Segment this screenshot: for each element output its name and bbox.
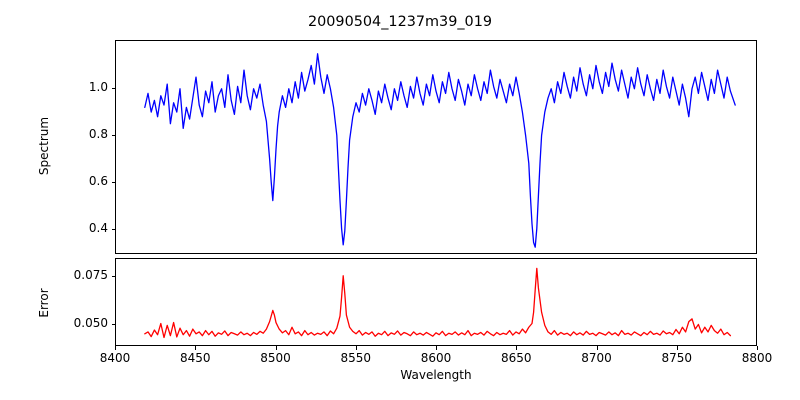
error-y-tick-mark [111,276,115,278]
error-line-series [116,259,756,345]
x-tick-label: 8800 [741,351,773,365]
spectrum-y-tick-label: 1.0 [88,80,108,95]
spectrum-y-tick-mark [111,182,115,184]
x-tick-label: 8400 [99,351,131,365]
x-tick-label: 8600 [420,351,452,365]
figure-title: 20090504_1237m39_019 [307,14,493,30]
x-tick-mark [275,346,277,350]
spectrum-y-tick-label: 0.4 [88,221,108,236]
x-tick-mark [436,346,438,350]
error-y-tick-label: 0.075 [73,268,108,283]
x-axis-label: Wavelength [400,368,472,382]
spectrum-y-tick-label: 0.6 [88,174,108,189]
x-tick-mark [676,346,678,350]
spectrum-y-tick-mark [111,229,115,231]
spectrum-line-series [116,41,756,253]
x-tick-label: 8700 [581,351,612,365]
x-tick-label: 8650 [500,351,532,365]
x-tick-mark [195,346,197,350]
x-tick-mark [516,346,518,350]
spectrum-y-tick-mark [111,88,115,90]
x-tick-label: 8750 [661,351,693,365]
error-plot-area [115,258,757,346]
spectrum-plot-area [115,40,757,254]
x-tick-label: 8500 [260,351,291,365]
x-tick-mark [757,346,759,350]
x-tick-mark [115,346,117,350]
x-tick-mark [355,346,357,350]
error-y-tick-label: 0.050 [73,316,108,330]
x-tick-mark [596,346,598,350]
x-tick-label: 8450 [179,351,211,365]
error-y-tick-mark [111,324,115,326]
spectrum-y-tick-label: 0.8 [88,127,108,142]
x-tick-label: 8550 [340,351,372,365]
spectrum-y-tick-mark [111,135,115,137]
